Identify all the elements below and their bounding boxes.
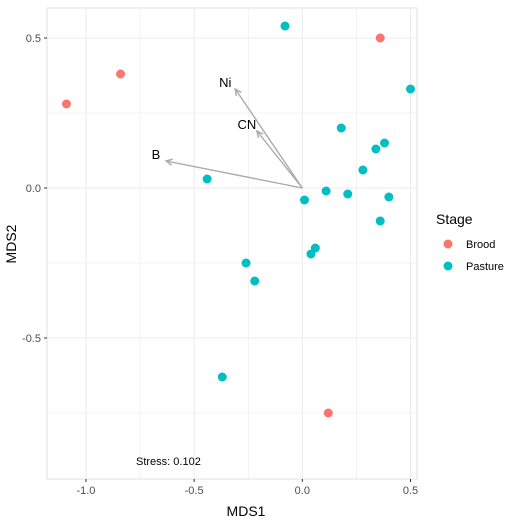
data-point-pasture (217, 372, 227, 382)
x-axis-title: MDS1 (227, 503, 266, 519)
data-point-pasture (358, 165, 368, 175)
data-point-pasture (306, 249, 316, 259)
x-tick-label: -0.5 (185, 485, 204, 497)
data-points (61, 21, 416, 418)
data-point-brood (375, 33, 385, 43)
data-point-brood (323, 408, 333, 418)
legend-label-pasture: Pasture (466, 261, 504, 273)
data-point-pasture (371, 144, 381, 154)
x-tick-label: -1.0 (76, 485, 95, 497)
data-point-pasture (250, 276, 260, 286)
legend-swatch-pasture (443, 261, 453, 271)
data-point-pasture (321, 186, 331, 196)
data-point-pasture (375, 216, 385, 226)
legend-swatch-brood (443, 239, 453, 249)
y-tick-label: -0.5 (22, 333, 41, 345)
vector-arrowhead-b (164, 158, 173, 166)
y-tick-label: 0.0 (26, 183, 41, 195)
vector-label-b: B (152, 147, 161, 162)
vector-arrow-ni (234, 88, 303, 189)
data-point-pasture (406, 84, 416, 94)
legend-title: Stage (436, 211, 473, 227)
legend-label-brood: Brood (466, 239, 495, 251)
data-point-pasture (299, 195, 309, 205)
data-point-pasture (280, 21, 290, 31)
data-point-pasture (202, 174, 212, 184)
data-point-pasture (343, 189, 353, 199)
vector-label-ni: Ni (219, 75, 231, 90)
x-tick-label: 0.0 (295, 485, 310, 497)
data-point-pasture (380, 138, 390, 148)
panel-background (46, 7, 418, 480)
vectors: Ni CN B (152, 75, 303, 189)
vector-label-cn: CN (237, 117, 256, 132)
data-point-pasture (336, 123, 346, 133)
stress-annotation: Stress: 0.102 (136, 456, 201, 468)
data-point-pasture (241, 258, 251, 268)
legend: Stage Brood Pasture (436, 211, 504, 273)
x-tick-label: 0.5 (403, 485, 418, 497)
data-point-brood (116, 69, 126, 79)
vector-arrow-cn (256, 130, 303, 189)
vector-arrowhead-cn (255, 129, 264, 138)
axis-ticks: -1.0 -0.5 0.0 0.5 0.5 0.0 -0.5 (22, 33, 418, 497)
y-tick-label: 0.5 (26, 33, 41, 45)
data-point-pasture (384, 192, 394, 202)
vector-arrowhead-ni (234, 87, 242, 97)
data-point-brood (61, 99, 71, 109)
vector-arrow-b (165, 160, 303, 189)
y-axis-title: MDS2 (3, 224, 19, 263)
